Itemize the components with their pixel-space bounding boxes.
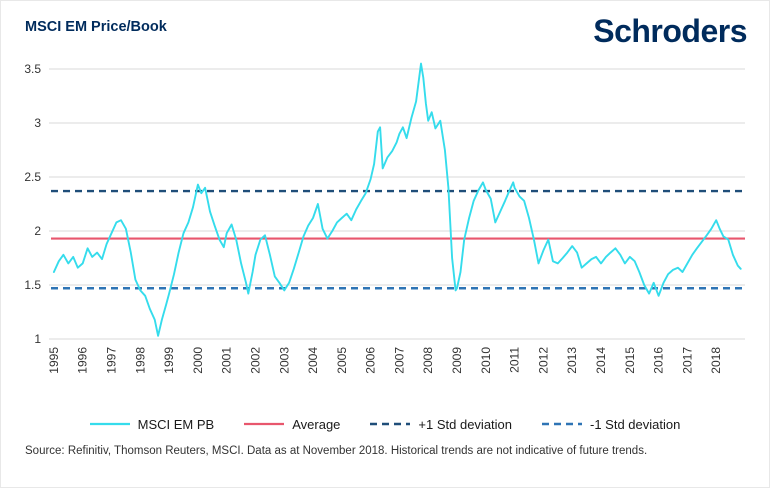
legend-label: +1 Std deviation <box>418 416 513 432</box>
x-tick-label: 2002 <box>248 347 262 374</box>
price-book-chart: 1 1.5 2 2.5 3 3.5 1995 1996 1997 1998 1999 2000 2001… <box>24 62 745 374</box>
x-tick-label: 2011 <box>508 347 522 373</box>
chart-title: MSCI EM Price/Book <box>25 19 167 35</box>
x-tick-label: 2010 <box>479 347 493 374</box>
legend-line-msci-em-pb-icon <box>89 422 130 426</box>
legend-label: -1 Std deviation <box>590 416 681 432</box>
x-tick-label: 1996 <box>76 347 90 374</box>
x-tick-label: 2007 <box>392 347 406 374</box>
legend-item-msci-em-pb: MSCI EM PB <box>89 416 215 432</box>
header: MSCI EM Price/Book Schroders <box>1 1 769 53</box>
x-tick-label: 2017 <box>680 347 694 374</box>
legend-item-minus1-std: -1 Std deviation <box>542 417 680 432</box>
chart-legend: MSCI EM PB Average +1 Std deviation -1 S… <box>1 413 769 435</box>
x-tick-label: 2013 <box>565 347 579 374</box>
legend-line-minus1-std-icon <box>542 422 583 426</box>
y-tick-label: 1 <box>34 332 41 346</box>
x-tick-label: 2015 <box>623 347 637 374</box>
y-tick-label: 3.5 <box>24 62 41 76</box>
x-tick-label: 2014 <box>594 347 608 374</box>
x-tick-label: 2012 <box>536 347 550 374</box>
legend-label: Average <box>292 416 341 432</box>
legend-line-average-icon <box>244 422 285 426</box>
x-tick-label: 2009 <box>450 347 464 374</box>
legend-label: MSCI EM PB <box>137 416 215 432</box>
x-tick-label: 2004 <box>306 347 320 374</box>
legend-item-plus1-std: +1 Std deviation <box>370 417 512 432</box>
x-tick-label: 1998 <box>133 347 147 374</box>
series-line-msci-em-pb <box>52 62 742 337</box>
x-tick-label: 2001 <box>220 347 234 374</box>
x-tick-label: 1997 <box>104 347 118 374</box>
x-tick-label: 2006 <box>364 347 378 374</box>
x-tick-label: 2003 <box>277 347 291 374</box>
x-tick-label: 2008 <box>421 347 435 374</box>
x-tick-label: 1999 <box>162 347 176 374</box>
x-tick-label: 2005 <box>335 347 349 374</box>
y-tick-label: 2 <box>34 224 41 238</box>
source-note: Source: Refinitiv, Thomson Reuters, MSCI… <box>25 445 648 457</box>
schroders-logo: Schroders <box>593 13 747 49</box>
y-tick-label: 1.5 <box>24 278 41 292</box>
x-tick-label: 1995 <box>47 347 61 374</box>
x-tick-label: 2018 <box>709 347 723 374</box>
x-tick-label: 2016 <box>652 347 666 374</box>
legend-item-average: Average <box>244 417 340 432</box>
y-tick-label: 2.5 <box>24 170 41 184</box>
y-tick-label: 3 <box>34 116 41 130</box>
x-tick-label: 2000 <box>191 347 205 374</box>
legend-line-plus1-std-icon <box>370 422 411 426</box>
